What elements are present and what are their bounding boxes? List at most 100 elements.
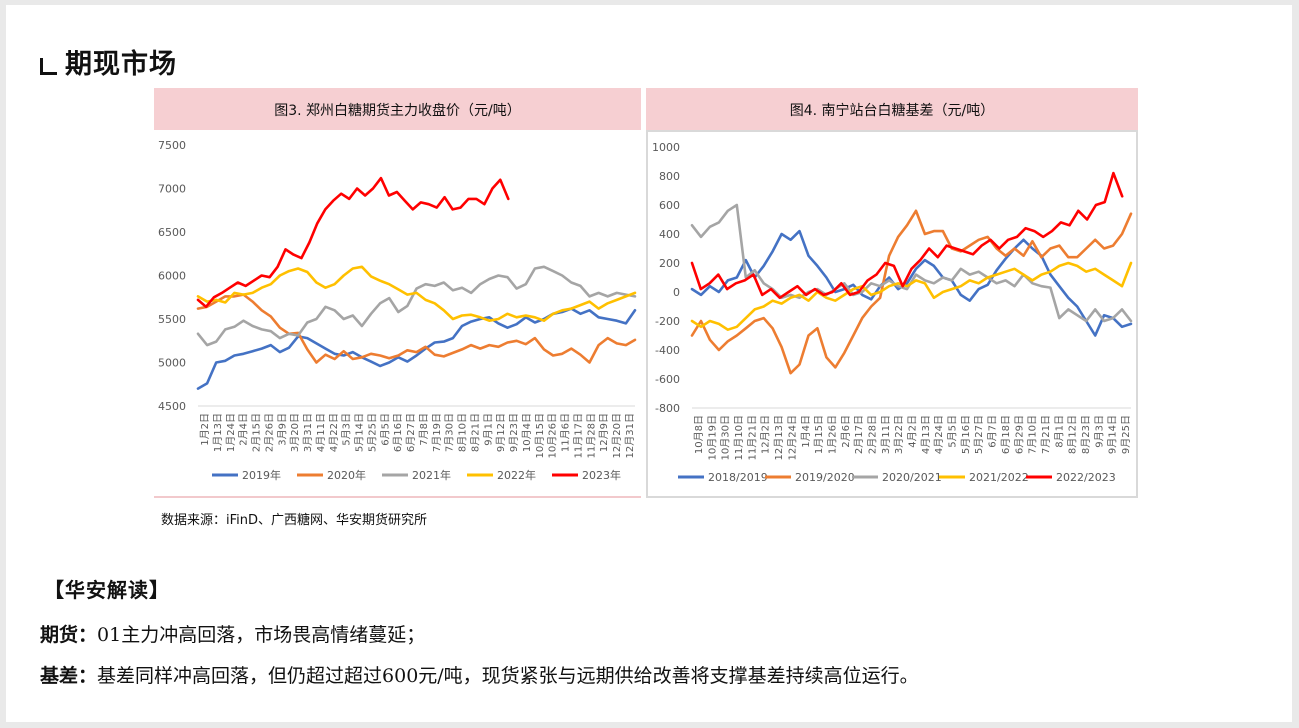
series-line-2021/2022 [690, 261, 1133, 331]
series-line-2019/2020 [690, 209, 1133, 375]
x-tick-label: 10月26日 [547, 413, 559, 458]
x-tick-label: 7月10日 [1027, 415, 1039, 454]
y-tick-label: 7500 [158, 139, 186, 152]
y-tick-label: 4500 [158, 400, 186, 413]
x-tick-label: 8月1日 [1053, 415, 1065, 448]
y-tick-label: -600 [655, 373, 680, 386]
page-heading: 期现市场 [40, 42, 177, 81]
series-line-2023年 [196, 176, 510, 309]
x-tick-label: 10月8日 [693, 415, 705, 454]
x-tick-label: 11月21日 [746, 415, 758, 460]
x-tick-label: 5月25日 [366, 413, 378, 452]
chart-title: 图4. 南宁站台白糖基差（元/吨） [789, 103, 995, 119]
futures-text: 01主力冲高回落，市场畏高情绪蔓延； [97, 624, 426, 646]
x-tick-label: 5月14日 [354, 413, 366, 452]
y-tick-label: 1000 [652, 141, 680, 154]
x-tick-label: 11月17日 [572, 413, 584, 458]
series-line-2022年 [196, 265, 637, 322]
x-tick-label: 9月25日 [1120, 415, 1132, 454]
data-source-note: 数据来源：iFinD、广西糖网、华安期货研究所 [161, 513, 428, 528]
basis-text: 基差同样冲高回落，但仍超过超过600元/吨，现货紧张与远期供给改善将支撑基差持续… [97, 665, 919, 687]
x-tick-label: 5月5日 [947, 415, 959, 448]
y-tick-label: -800 [655, 402, 680, 415]
x-tick-label: 2月4日 [238, 413, 250, 446]
y-tick-label: 600 [659, 199, 680, 212]
x-tick-label: 1月13日 [212, 413, 224, 452]
y-tick-label: -200 [655, 315, 680, 328]
x-tick-label: 3月11日 [880, 415, 892, 454]
x-tick-label: 3月31日 [302, 413, 314, 452]
x-tick-label: 12月24日 [786, 415, 798, 460]
basis-label: 基差： [40, 665, 98, 687]
x-tick-label: 4月11日 [315, 413, 327, 452]
x-tick-label: 2月17日 [853, 415, 865, 454]
futures-price-chart: 7500 7000 6500 6000 5500 5000 4500 1月2日 1月13日 1月2… [158, 139, 637, 482]
series-line-2022/2023 [690, 171, 1124, 300]
x-tick-label: 12月31日 [624, 413, 636, 458]
x-tick-label: 2月6日 [840, 415, 852, 448]
series-line-2021年 [196, 265, 637, 347]
x-tick-label: 5月16日 [960, 415, 972, 454]
futures-comment: 期货：01主力冲高回落，市场畏高情绪蔓延； [40, 620, 425, 647]
x-tick-label: 1月26日 [826, 415, 838, 454]
x-tick-label: 7月21日 [1040, 415, 1052, 454]
x-tick-label: 5月27日 [973, 415, 985, 454]
x-tick-label: 6月7日 [987, 415, 999, 448]
chart-panel-basis: 图4. 南宁站台白糖基差（元/吨） 1000 800 600 400 200 0 -200 -… [646, 88, 1138, 498]
y-tick-label: 6000 [158, 270, 186, 283]
x-tick-label: 8月23日 [1080, 415, 1092, 454]
x-tick-label: 4月24日 [933, 415, 945, 454]
x-tick-label: 2月15日 [251, 413, 263, 452]
x-tick-label: 2月26日 [263, 413, 275, 452]
x-tick-label: 11月10日 [733, 415, 745, 460]
chart-panel-futures: 图3. 郑州白糖期货主力收盘价（元/吨） 7500 7000 6500 6000 550… [154, 88, 641, 498]
y-tick-label: 6500 [158, 226, 186, 239]
x-tick-label: 4月2日 [907, 415, 919, 448]
x-tick-label: 12月13日 [773, 415, 785, 460]
x-tick-label: 1月2日 [199, 413, 211, 446]
y-tick-label: 5500 [158, 313, 186, 326]
x-tick-label: 4月22日 [328, 413, 340, 452]
x-tick-label: 8月12日 [1067, 415, 1079, 454]
x-tick-label: 2月28日 [866, 415, 878, 454]
page-title: 期现市场 [65, 49, 177, 80]
legend-label: 2023年 [582, 468, 621, 482]
x-tick-label: 9月12日 [495, 413, 507, 452]
x-tick-label: 10月19日 [706, 415, 718, 460]
y-tick-label: 5000 [158, 357, 186, 370]
x-tick-label: 3月20日 [289, 413, 301, 452]
x-tick-label: 12月2日 [760, 415, 772, 454]
x-tick-label: 9月3日 [1093, 415, 1105, 448]
interpretation-header: 【华安解读】 [44, 578, 170, 602]
x-tick-label: 6月16日 [392, 413, 404, 452]
legend-label: 2019年 [242, 468, 281, 482]
x-tick-label: 1月4日 [800, 415, 812, 448]
legend-label: 2020/2021 [882, 471, 942, 484]
y-tick-label: 400 [659, 228, 680, 241]
legend-label: 2021/2022 [969, 471, 1029, 484]
legend-label: 2019/2020 [795, 471, 855, 484]
legend-label: 2022/2023 [1056, 471, 1116, 484]
chart-plot-area: 1000 800 600 400 200 0 -200 -400 -600 -800 10月8日 10… [646, 130, 1138, 498]
x-tick-label: 6月29日 [1013, 415, 1025, 454]
x-tick-label: 3月22日 [893, 415, 905, 454]
x-tick-label: 10月30日 [720, 415, 732, 460]
chart-title: 图3. 郑州白糖期货主力收盘价（元/吨） [274, 103, 521, 119]
y-tick-label: -400 [655, 344, 680, 357]
y-tick-label: 200 [659, 257, 680, 270]
x-tick-label: 10月15日 [534, 413, 546, 458]
legend-label: 2018/2019 [708, 471, 768, 484]
y-tick-label: 7000 [158, 183, 186, 196]
series-line-2020年 [196, 293, 637, 364]
x-tick-label: 10月4日 [521, 413, 533, 452]
bullet-corner-icon [40, 58, 57, 75]
series-line-2019年 [196, 307, 637, 390]
futures-label: 期货： [40, 624, 98, 646]
x-tick-label: 6月5日 [379, 413, 391, 446]
series-line-2018/2019 [690, 229, 1133, 337]
x-tick-label: 1月24日 [225, 413, 237, 452]
legend-label: 2022年 [497, 468, 536, 482]
x-tick-label: 9月14日 [1107, 415, 1119, 454]
x-tick-label: 8月10日 [457, 413, 469, 452]
